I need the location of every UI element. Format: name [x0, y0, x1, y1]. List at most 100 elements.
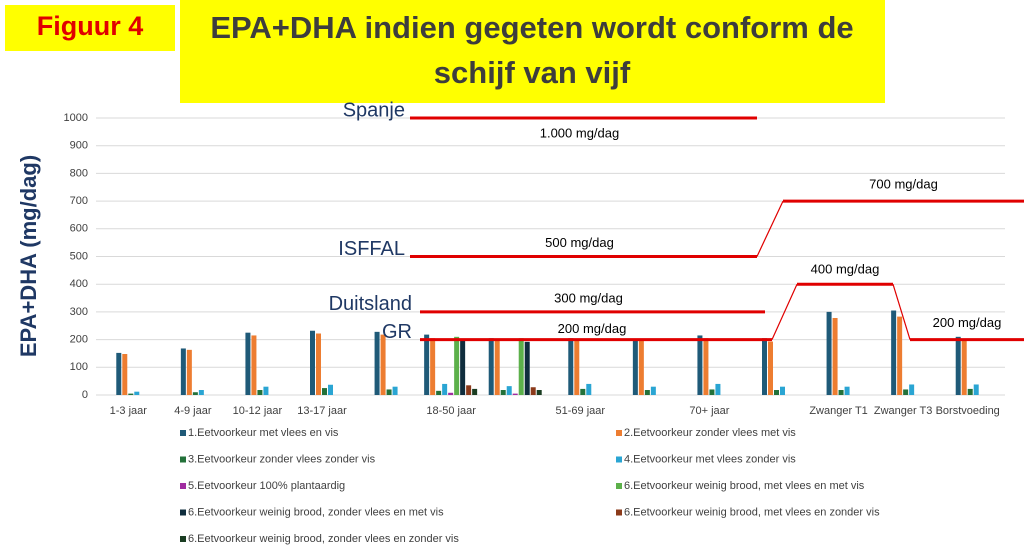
- bar: [116, 352, 122, 395]
- bar: [580, 388, 586, 395]
- bar: [530, 387, 536, 395]
- bar: [494, 339, 500, 395]
- bar: [134, 391, 140, 395]
- y-tick-label: 200: [70, 334, 88, 346]
- reference-name: GR: [382, 321, 412, 343]
- legend-label: 2.Eetvoorkeur zonder vlees met vis: [624, 427, 796, 439]
- bar: [454, 336, 460, 395]
- bar: [518, 338, 524, 395]
- bar: [506, 386, 512, 395]
- bar: [310, 330, 315, 395]
- bar: [128, 393, 134, 395]
- x-tick-label: 18-50 jaar: [426, 405, 476, 417]
- y-axis-label: EPA+DHA (mg/dag): [16, 155, 41, 357]
- figure-label: Figuur 4: [37, 11, 144, 41]
- bar: [386, 389, 392, 395]
- bar: [909, 384, 915, 395]
- bar: [180, 348, 186, 395]
- reference-label: 1.000 mg/dag: [540, 125, 620, 140]
- y-tick-label: 700: [70, 195, 88, 207]
- y-tick-label: 500: [70, 250, 88, 262]
- bar: [903, 389, 909, 395]
- bar: [568, 338, 574, 395]
- bar: [466, 385, 472, 395]
- bar: [524, 341, 530, 395]
- bar: [574, 339, 580, 395]
- y-tick-label: 900: [70, 140, 88, 152]
- legend-swatch: [616, 430, 622, 436]
- bar: [844, 386, 850, 395]
- bar: [897, 316, 903, 395]
- reference-name: ISFFAL: [338, 238, 405, 260]
- y-tick-label: 600: [70, 223, 88, 235]
- bar: [774, 390, 779, 395]
- bar: [488, 338, 494, 395]
- bar: [536, 390, 542, 395]
- legend-swatch: [180, 456, 186, 463]
- figure-label-box: [5, 5, 175, 51]
- x-tick-label: 13-17 jaar: [297, 405, 347, 417]
- bar: [826, 311, 832, 395]
- bar: [832, 317, 838, 395]
- bar: [392, 386, 398, 395]
- bar: [122, 354, 128, 395]
- x-tick-label: 4-9 jaar: [174, 405, 212, 417]
- bar: [697, 335, 703, 395]
- legend-swatch: [180, 483, 186, 489]
- legend-swatch: [616, 456, 622, 463]
- reference-label: 200 mg/dag: [558, 321, 627, 336]
- bar: [715, 383, 721, 395]
- legend-label: 6.Eetvoorkeur weinig brood, zonder vlees…: [188, 533, 459, 545]
- bar: [644, 390, 650, 395]
- bar: [638, 340, 644, 395]
- reference-label: 400 mg/dag: [811, 262, 880, 277]
- y-tick-label: 0: [82, 389, 88, 401]
- bar: [251, 335, 257, 395]
- bar: [380, 334, 386, 395]
- x-tick-label: 51-69 jaar: [556, 405, 606, 417]
- legend-swatch: [180, 536, 186, 542]
- y-tick-label: 300: [70, 306, 88, 318]
- bar: [263, 386, 269, 395]
- legend-label: 4.Eetvoorkeur met vlees zonder vis: [624, 453, 796, 465]
- y-tick-label: 800: [70, 167, 88, 179]
- bar: [316, 333, 321, 395]
- bar: [961, 339, 967, 395]
- bar: [186, 349, 192, 395]
- reference-name: Spanje: [343, 99, 405, 121]
- bar: [198, 390, 204, 395]
- bar: [891, 310, 897, 395]
- bar: [192, 392, 198, 395]
- x-tick-label: Zwanger T3: [874, 405, 933, 417]
- x-tick-label: Borstvoeding: [936, 405, 1000, 417]
- reference-connector: [771, 283, 798, 340]
- reference-label: 700 mg/dag: [869, 177, 938, 192]
- legend-label: 6.Eetvoorkeur weinig brood, met vlees en…: [624, 480, 865, 492]
- y-tick-label: 100: [70, 361, 88, 373]
- legend-swatch: [180, 509, 186, 516]
- bar: [245, 332, 251, 395]
- legend-label: 6.Eetvoorkeur weinig brood, zonder vlees…: [188, 506, 444, 518]
- bar: [762, 338, 767, 395]
- legend-label: 5.Eetvoorkeur 100% plantaardig: [188, 480, 345, 492]
- reference-connector: [756, 200, 784, 257]
- legend-swatch: [616, 483, 622, 489]
- bar: [374, 331, 380, 395]
- bar: [967, 388, 973, 395]
- bar: [650, 386, 656, 395]
- reference-label: 200 mg/dag: [933, 315, 1002, 330]
- bar: [430, 338, 436, 395]
- reference-connector: [892, 284, 911, 340]
- bar: [436, 390, 442, 395]
- bar: [500, 390, 506, 395]
- bar: [257, 390, 263, 395]
- legend-swatch: [180, 430, 186, 436]
- x-tick-label: Zwanger T1: [809, 405, 868, 417]
- bar: [780, 386, 785, 395]
- y-tick-label: 400: [70, 278, 88, 290]
- legend-swatch: [616, 509, 622, 516]
- y-tick-label: 1000: [64, 112, 88, 124]
- bar: [512, 393, 518, 395]
- x-tick-label: 70+ jaar: [689, 405, 729, 417]
